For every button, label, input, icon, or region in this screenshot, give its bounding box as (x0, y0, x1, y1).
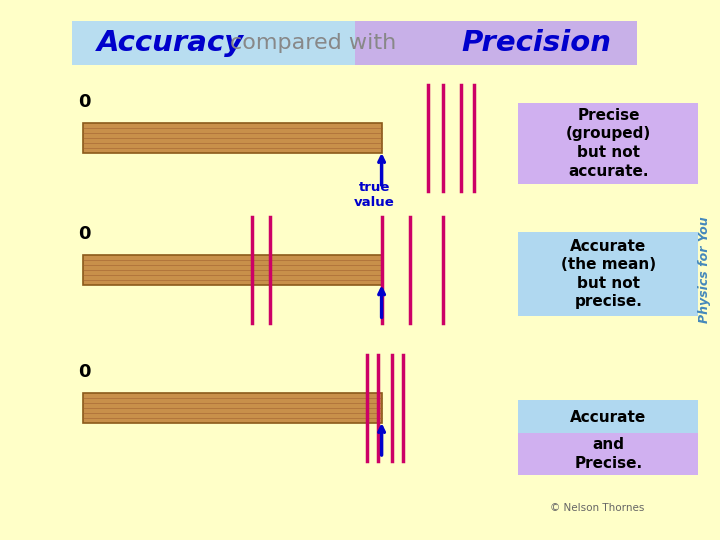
Text: Physics for You: Physics for You (698, 217, 711, 323)
FancyBboxPatch shape (83, 393, 382, 423)
FancyBboxPatch shape (518, 433, 698, 475)
FancyBboxPatch shape (83, 255, 382, 285)
Text: true
value: true value (354, 181, 395, 209)
Text: 0: 0 (78, 93, 90, 111)
FancyBboxPatch shape (355, 21, 637, 65)
FancyBboxPatch shape (72, 21, 355, 65)
Text: Precise
(grouped)
but not
accurate.: Precise (grouped) but not accurate. (566, 107, 651, 179)
FancyBboxPatch shape (518, 400, 698, 435)
Text: Accurate
(the mean)
but not
precise.: Accurate (the mean) but not precise. (561, 239, 656, 309)
Text: compared with: compared with (230, 32, 396, 53)
Text: © Nelson Thornes: © Nelson Thornes (550, 503, 645, 512)
Text: and
Precise.: and Precise. (575, 437, 642, 471)
Text: 0: 0 (78, 225, 90, 244)
FancyBboxPatch shape (83, 123, 382, 153)
Text: 0: 0 (78, 363, 90, 381)
Text: Accurate: Accurate (570, 410, 647, 424)
FancyBboxPatch shape (518, 232, 698, 316)
Text: Accuracy: Accuracy (97, 29, 244, 57)
Text: Precision: Precision (462, 29, 611, 57)
FancyBboxPatch shape (518, 103, 698, 184)
